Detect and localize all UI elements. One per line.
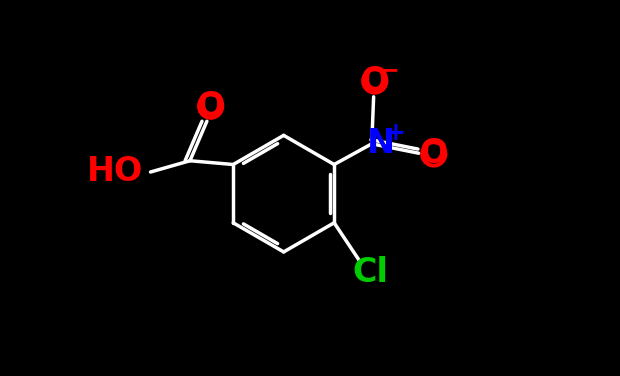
Text: O: O (420, 138, 448, 170)
Text: +: + (385, 121, 405, 144)
Text: N: N (367, 127, 395, 159)
Text: −: − (380, 59, 400, 82)
Text: HO: HO (87, 155, 143, 188)
Text: O: O (361, 65, 389, 97)
Text: Cl: Cl (352, 256, 388, 289)
Text: O: O (197, 90, 225, 123)
